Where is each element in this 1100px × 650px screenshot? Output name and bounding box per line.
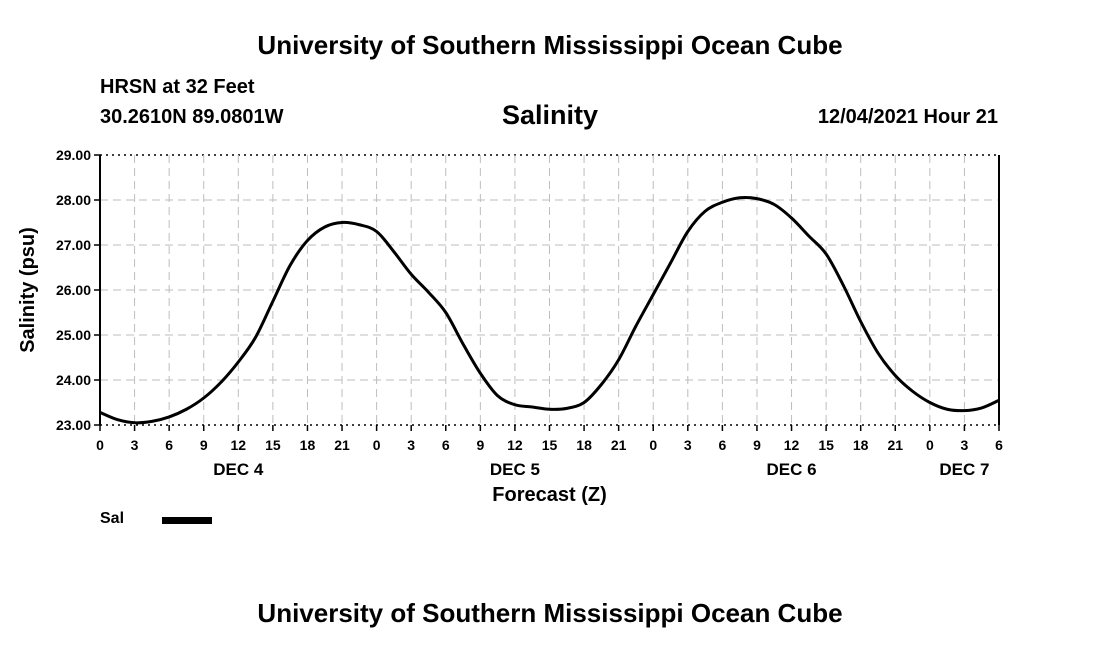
x-tick-label: 15 — [542, 437, 558, 453]
x-tick-label: 18 — [576, 437, 592, 453]
x-tick-label: 12 — [784, 437, 800, 453]
y-tick-label: 29.00 — [56, 147, 91, 163]
legend-label: Sal — [100, 510, 125, 527]
y-tick-label: 26.00 — [56, 282, 91, 298]
x-tick-label: 3 — [684, 437, 692, 453]
x-tick-label: 12 — [231, 437, 247, 453]
x-tick-label: 15 — [818, 437, 834, 453]
x-tick-label: 6 — [718, 437, 726, 453]
y-tick-label: 24.00 — [56, 372, 91, 388]
x-tick-label: 0 — [96, 437, 104, 453]
x-tick-label: 0 — [373, 437, 381, 453]
day-label: DEC 6 — [766, 460, 816, 479]
x-tick-label: 21 — [887, 437, 903, 453]
x-tick-label: 0 — [649, 437, 657, 453]
x-axis-label: Forecast (Z) — [492, 484, 606, 506]
x-tick-label: 9 — [753, 437, 761, 453]
y-tick-label: 25.00 — [56, 327, 91, 343]
x-tick-label: 21 — [334, 437, 350, 453]
series-line-sal — [99, 195, 1000, 425]
x-tick-label: 3 — [961, 437, 969, 453]
x-tick-label: 15 — [265, 437, 281, 453]
x-tick-label: 3 — [131, 437, 139, 453]
page-title: University of Southern Mississippi Ocean… — [257, 30, 843, 60]
footer-title: University of Southern Mississippi Ocean… — [257, 598, 843, 628]
x-tick-label: 12 — [507, 437, 523, 453]
day-label: DEC 4 — [213, 460, 264, 479]
coordinates-label: 30.2610N 89.0801W — [100, 106, 284, 128]
x-tick-label: 9 — [200, 437, 208, 453]
x-tick-label: 9 — [476, 437, 484, 453]
y-tick-label: 23.00 — [56, 417, 91, 433]
x-tick-label: 0 — [926, 437, 934, 453]
y-tick-label: 28.00 — [56, 192, 91, 208]
station-label: HRSN at 32 Feet — [100, 76, 255, 98]
y-axis-label: Salinity (psu) — [17, 227, 39, 353]
x-tick-label: 6 — [995, 437, 1003, 453]
x-tick-label: 3 — [407, 437, 415, 453]
forecast-datetime: 12/04/2021 Hour 21 — [817, 106, 998, 128]
y-tick-label: 27.00 — [56, 237, 91, 253]
x-tick-label: 6 — [165, 437, 173, 453]
day-label: DEC 5 — [490, 460, 540, 479]
chart-title: Salinity — [501, 100, 599, 130]
x-tick-label: 18 — [300, 437, 316, 453]
x-tick-label: 21 — [611, 437, 627, 453]
day-label: DEC 7 — [939, 460, 989, 479]
x-tick-label: 6 — [442, 437, 450, 453]
legend-swatch — [162, 517, 212, 524]
x-tick-label: 18 — [853, 437, 869, 453]
